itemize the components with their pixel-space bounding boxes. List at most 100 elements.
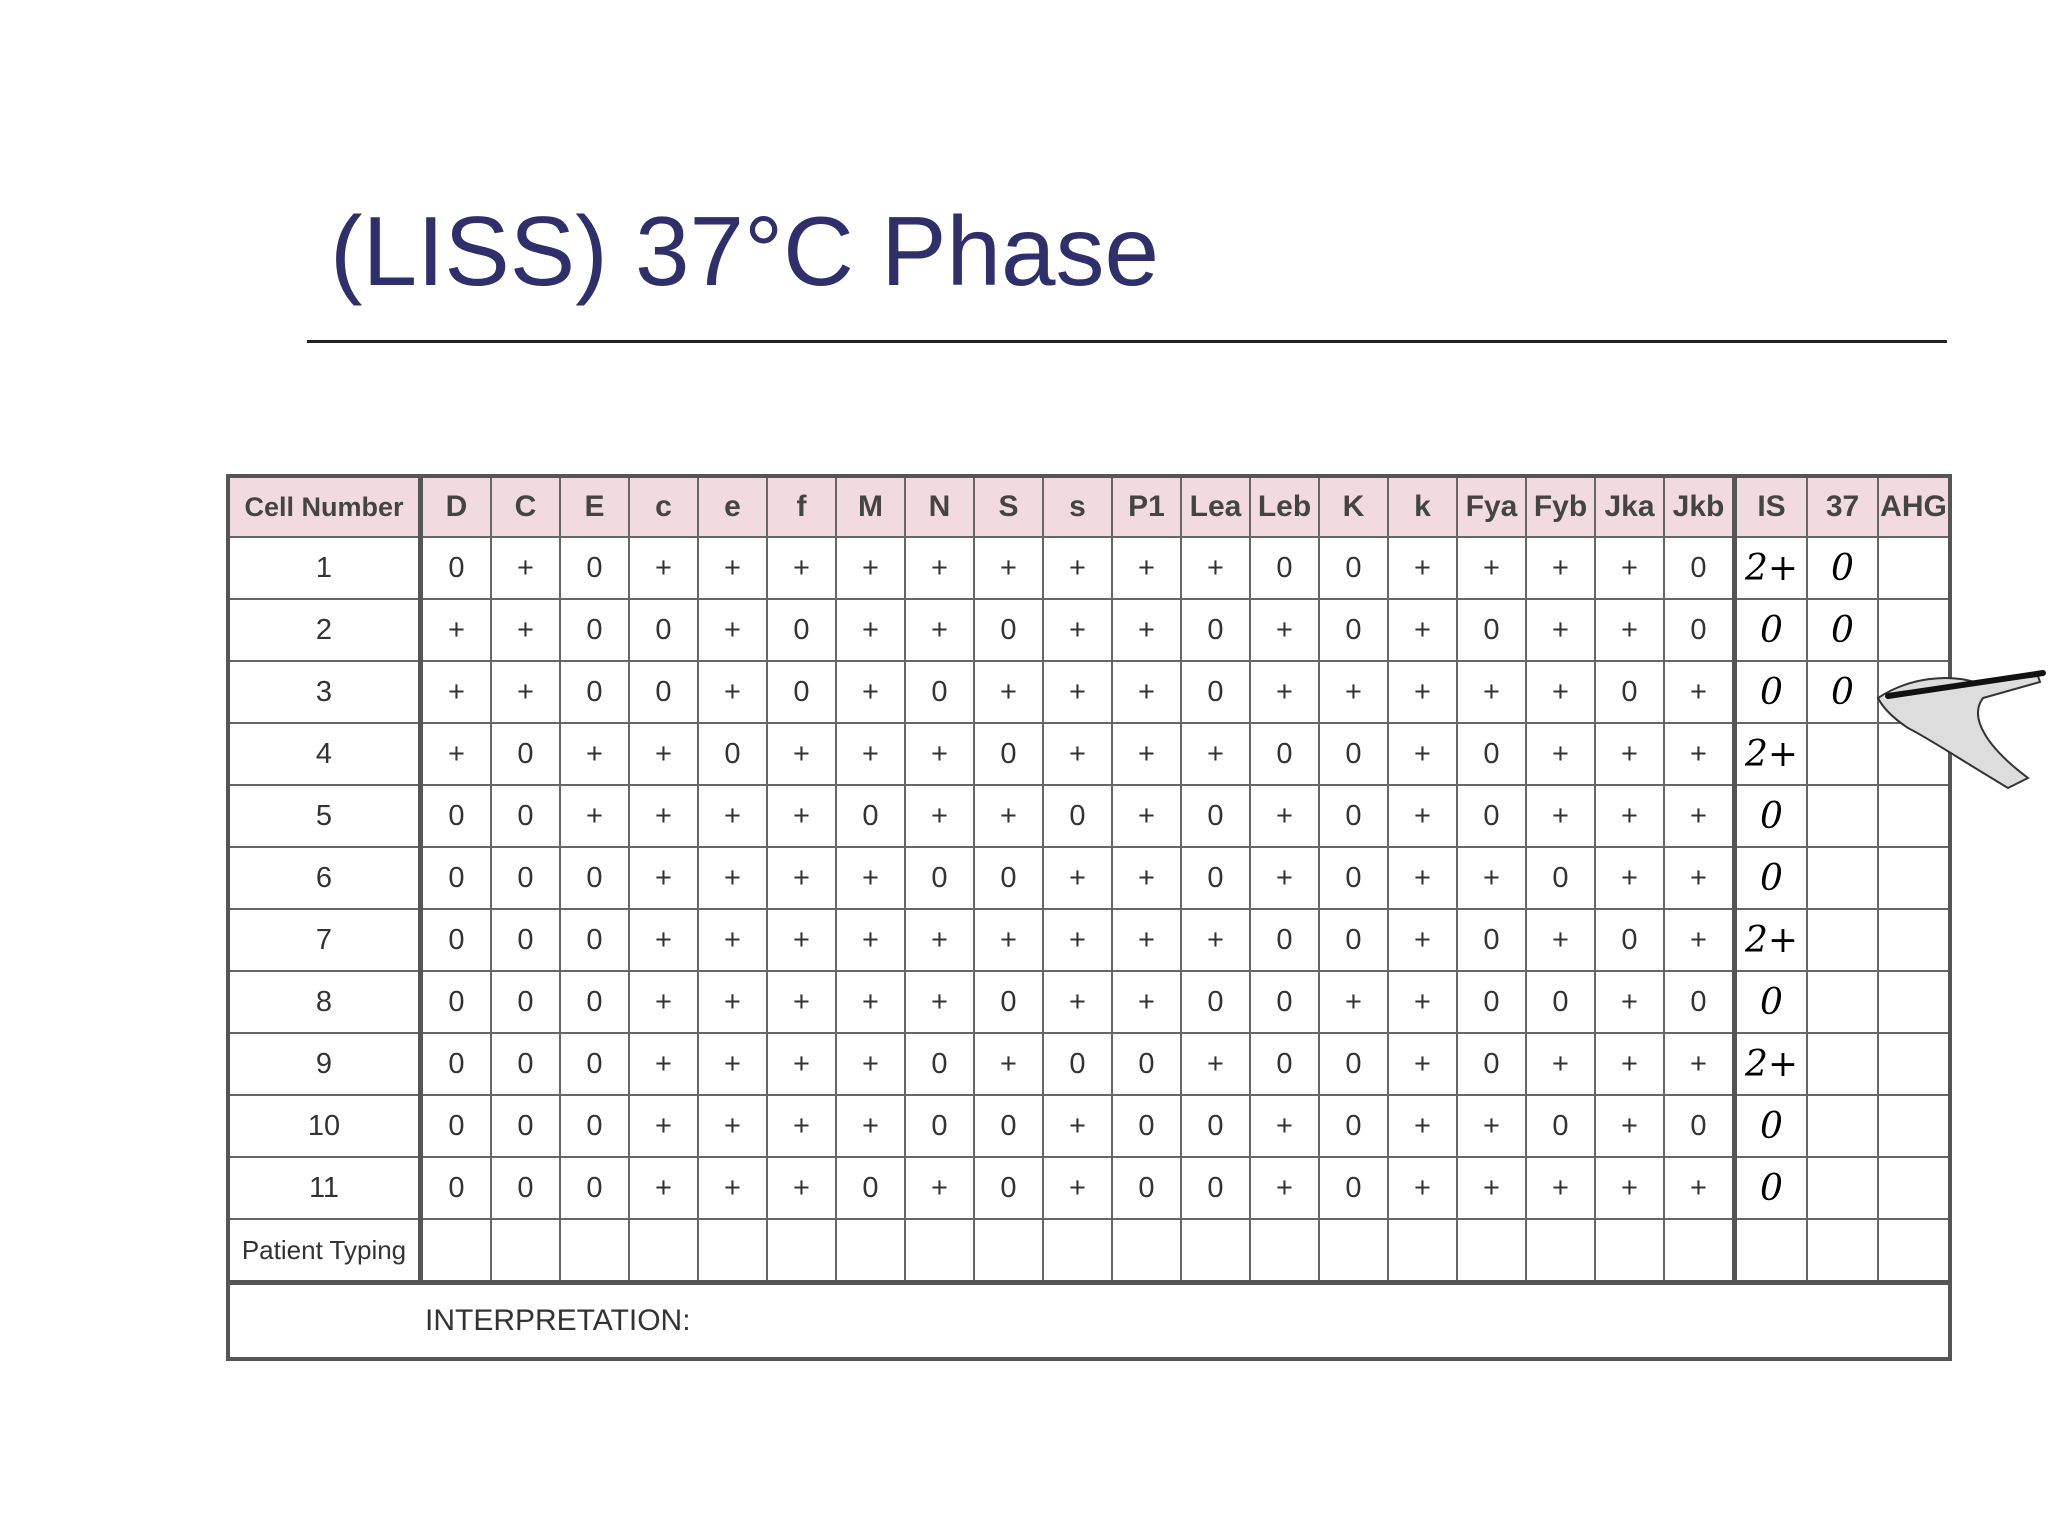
antigen-typing: 0 bbox=[1456, 908, 1527, 972]
antigen-header: M bbox=[835, 475, 906, 538]
antigen-typing: + bbox=[766, 784, 837, 848]
empty-cell bbox=[835, 1218, 906, 1284]
phase-result: 0 bbox=[1732, 660, 1808, 724]
antigen-header: Fya bbox=[1456, 475, 1527, 538]
antigen-typing: 0 bbox=[490, 908, 561, 972]
antigen-typing: + bbox=[1594, 536, 1665, 600]
antigen-typing: + bbox=[766, 846, 837, 910]
antigen-typing: + bbox=[835, 660, 906, 724]
cell-row: 10 0 0 0 + + + +0 0 +0 0 +0 + +0 +0 0 bbox=[227, 1094, 1951, 1158]
antigen-typing: + bbox=[1594, 1094, 1665, 1158]
antigen-typing: 0 bbox=[904, 660, 975, 724]
antigen-typing: 0 bbox=[1663, 598, 1736, 662]
antigen-typing: + bbox=[904, 1156, 975, 1220]
antigen-typing: 0 bbox=[1111, 1094, 1182, 1158]
antigen-header: D bbox=[419, 475, 492, 538]
empty-cell bbox=[1732, 1218, 1808, 1284]
antigen-typing: 0 bbox=[490, 970, 561, 1034]
antigen-typing: 0 bbox=[1318, 846, 1389, 910]
antigen-typing: 0 bbox=[904, 1032, 975, 1096]
antigen-typing: + bbox=[904, 908, 975, 972]
antigen-typing: + bbox=[697, 784, 768, 848]
empty-cell bbox=[1249, 1218, 1320, 1284]
antigen-typing: + bbox=[1387, 660, 1458, 724]
phase-header: AHG bbox=[1877, 475, 1951, 538]
antigen-typing: + bbox=[697, 846, 768, 910]
antigen-typing: + bbox=[1111, 660, 1182, 724]
empty-cell bbox=[1663, 1218, 1736, 1284]
empty-cell bbox=[1318, 1218, 1389, 1284]
phase-result: 0 bbox=[1732, 1094, 1808, 1158]
cell-row: 1 0 +0 + + + + + + + + +0 0 + + + +0 2+ 0 bbox=[227, 536, 1951, 600]
antigen-typing: + bbox=[1042, 722, 1113, 786]
antigen-typing: 0 bbox=[766, 598, 837, 662]
interpretation: INTERPRETATION: bbox=[227, 1280, 1951, 1360]
antigen-typing: 0 bbox=[419, 1032, 492, 1096]
antigen-typing: + bbox=[1663, 908, 1736, 972]
antigen-typing: + bbox=[904, 598, 975, 662]
antigen-header: N bbox=[904, 475, 975, 538]
antigen-typing: 0 bbox=[973, 1094, 1044, 1158]
antigen-typing: + bbox=[766, 536, 837, 600]
cell-number: 9 bbox=[227, 1032, 423, 1096]
antigen-typing: + bbox=[766, 1094, 837, 1158]
antigen-typing: 0 bbox=[1042, 784, 1113, 848]
cell-row: 6 0 0 0 + + + +0 0 + +0 +0 + +0 + +0 bbox=[227, 846, 1951, 910]
cell-row: 7 0 0 0 + + + + + + + + +0 0 +0 +0 +2+ bbox=[227, 908, 1951, 972]
antigen-typing: + bbox=[1456, 660, 1527, 724]
antigen-typing: + bbox=[628, 536, 699, 600]
phase-result: 0 bbox=[1732, 1156, 1808, 1220]
empty-cell bbox=[1806, 1218, 1879, 1284]
empty-cell bbox=[1594, 1218, 1665, 1284]
antigen-typing: + bbox=[1456, 536, 1527, 600]
antigen-typing: + bbox=[1111, 846, 1182, 910]
phase-result bbox=[1806, 784, 1879, 848]
antigen-typing: + bbox=[628, 908, 699, 972]
antigen-typing: + bbox=[1180, 536, 1251, 600]
antigen-typing: + bbox=[835, 722, 906, 786]
antigen-typing: 0 bbox=[559, 970, 630, 1034]
phase-result bbox=[1877, 536, 1951, 600]
empty-cell bbox=[697, 1218, 768, 1284]
antigen-typing: + bbox=[1249, 1156, 1320, 1220]
antigen-typing: 0 bbox=[419, 784, 492, 848]
phase-result: 0 bbox=[1806, 536, 1879, 600]
empty-cell bbox=[1042, 1218, 1113, 1284]
cell-row: 5 0 0 + + + +0 + +0 +0 +0 +0 + + +0 bbox=[227, 784, 1951, 848]
antigen-typing: 0 bbox=[419, 1156, 492, 1220]
antigen-typing: 0 bbox=[1249, 1032, 1320, 1096]
antigen-typing: 0 bbox=[1663, 536, 1736, 600]
antigen-typing: + bbox=[835, 598, 906, 662]
empty-cell bbox=[628, 1218, 699, 1284]
antigen-typing: + bbox=[1318, 970, 1389, 1034]
antigen-typing: + bbox=[697, 1156, 768, 1220]
antigen-typing: + bbox=[1111, 784, 1182, 848]
antigen-typing: 0 bbox=[1180, 598, 1251, 662]
antigen-typing: + bbox=[1042, 536, 1113, 600]
empty-cell bbox=[419, 1218, 492, 1284]
antigen-typing: + bbox=[973, 908, 1044, 972]
cell-number: 4 bbox=[227, 722, 423, 786]
antigen-typing: 0 bbox=[490, 722, 561, 786]
cell-row: 4 +0 + +0 + + +0 + + +0 0 +0 + + +2+ bbox=[227, 722, 1951, 786]
antigen-typing: + bbox=[697, 1032, 768, 1096]
antigen-typing: 0 bbox=[1456, 598, 1527, 662]
antigen-typing: 0 bbox=[559, 1032, 630, 1096]
antigen-header: Leb bbox=[1249, 475, 1320, 538]
antigen-header: E bbox=[559, 475, 630, 538]
empty-cell bbox=[904, 1218, 975, 1284]
antigen-typing: 0 bbox=[1594, 908, 1665, 972]
antigen-typing: 0 bbox=[559, 1094, 630, 1158]
antigen-typing: + bbox=[835, 846, 906, 910]
antigen-typing: 0 bbox=[559, 660, 630, 724]
antigen-typing: 0 bbox=[559, 1156, 630, 1220]
phase-result bbox=[1806, 1094, 1879, 1158]
antigen-typing: + bbox=[1594, 846, 1665, 910]
antigen-typing: + bbox=[697, 970, 768, 1034]
antigen-typing: + bbox=[766, 1156, 837, 1220]
antigen-typing: + bbox=[1663, 846, 1736, 910]
antigen-typing: + bbox=[1387, 784, 1458, 848]
antigen-typing: + bbox=[1525, 1032, 1596, 1096]
antigen-typing: + bbox=[904, 536, 975, 600]
